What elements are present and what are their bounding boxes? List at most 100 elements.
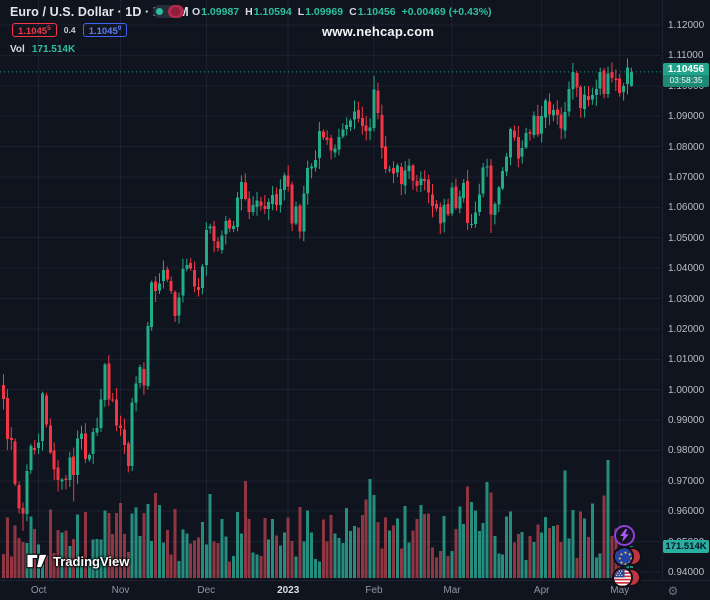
volume-bar — [48, 509, 52, 578]
volume-bar — [470, 502, 473, 578]
volume-bar — [115, 512, 119, 578]
candle-body — [83, 433, 87, 459]
usd-flag-icon — [612, 567, 633, 588]
candle-body — [216, 241, 220, 248]
volume-bar — [232, 556, 236, 578]
volume-bar — [200, 521, 204, 578]
volume-bar — [610, 536, 614, 578]
volume-bar — [310, 532, 314, 578]
time-tick-label: May — [610, 585, 630, 596]
price-axis[interactable]: 1.120001.110001.100001.090001.080001.070… — [662, 0, 710, 580]
open-label: O — [192, 5, 201, 18]
candle-body — [579, 86, 583, 108]
volume-bar — [228, 561, 232, 578]
volume-bar — [579, 511, 583, 578]
volume-bar — [473, 510, 477, 578]
candle-body — [263, 206, 267, 210]
volume-bar — [399, 548, 403, 578]
candle-body — [111, 399, 115, 401]
open-value: 1.09987 — [201, 5, 240, 18]
candle-body — [427, 179, 431, 193]
candle-body — [353, 111, 356, 120]
candle-body — [419, 178, 423, 185]
candle-body — [431, 194, 434, 206]
symbol-title[interactable]: Euro / U.S. Dollar · 1D · FXCM — [10, 4, 189, 19]
candle-body — [126, 443, 130, 466]
volume-bar — [583, 518, 587, 578]
volume-bar — [575, 557, 579, 578]
series-visibility-toggle[interactable] — [153, 5, 184, 18]
volume-bar — [501, 554, 505, 578]
volume-bar — [602, 495, 606, 578]
candle-body — [520, 147, 524, 157]
volume-bar — [251, 552, 255, 578]
axis-settings-gear-icon[interactable]: ⚙ — [667, 584, 679, 598]
candle-body — [13, 441, 17, 484]
volume-bar — [516, 533, 520, 578]
price-tick-label: 1.11000 — [668, 50, 704, 62]
volume-bar — [466, 486, 470, 578]
time-axis[interactable]: ⚙ Oct Nov Dec 2023 Feb Mar Apr May — [0, 580, 710, 600]
volume-bar — [341, 542, 345, 578]
volume-bar — [126, 551, 130, 578]
volume-bar — [239, 533, 243, 578]
volume-bar — [536, 524, 540, 578]
toggle-green-dot-icon — [156, 8, 163, 15]
volume-bar — [146, 503, 150, 578]
candle-body — [392, 167, 395, 174]
candle-body — [9, 438, 13, 440]
volume-bar — [220, 519, 224, 578]
candle-body — [271, 195, 275, 205]
buy-button[interactable]: 1.10459 — [82, 23, 128, 37]
volume-bar — [587, 536, 590, 578]
candle-body — [21, 507, 25, 514]
volume-bar — [243, 480, 247, 578]
volume-bar — [606, 460, 610, 578]
candle-body — [376, 90, 380, 114]
candle-body — [181, 269, 185, 296]
candle-body — [567, 88, 571, 112]
candle-body — [544, 100, 548, 118]
candle-body — [345, 124, 349, 130]
volume-bar — [212, 541, 216, 578]
candle-body — [200, 266, 204, 289]
candle-body — [407, 165, 411, 171]
candle-body — [189, 263, 193, 269]
candle-body — [204, 230, 208, 265]
volume-bar — [559, 542, 563, 578]
volume-bar — [524, 560, 528, 578]
candle-body — [243, 182, 247, 199]
volume-bar — [505, 516, 509, 578]
candle-body — [130, 402, 134, 467]
tradingview-logo[interactable]: TradingView — [26, 553, 129, 569]
candle-body — [349, 120, 353, 127]
volume-bar — [497, 553, 501, 578]
candle-body — [497, 187, 501, 205]
volume-bar — [528, 536, 532, 578]
volume-bar — [255, 554, 259, 578]
candle-body — [333, 148, 337, 153]
volume-bar — [360, 514, 364, 578]
volume-bar — [173, 508, 177, 578]
volume-bar — [489, 492, 493, 578]
price-tick-label: 1.04000 — [668, 263, 705, 275]
sell-button[interactable]: 1.10455 — [12, 23, 57, 37]
low-label: L — [297, 5, 305, 18]
volume-bar — [290, 540, 294, 578]
volume-bar — [44, 555, 48, 578]
volume-bar — [150, 541, 154, 578]
candle-body — [138, 367, 142, 383]
candle-body — [321, 131, 325, 138]
candle-body — [41, 393, 44, 441]
volume-bar — [598, 553, 602, 578]
volume-bar — [446, 555, 450, 578]
candle-body — [442, 204, 446, 223]
candle-body — [5, 398, 9, 440]
candle-body — [532, 115, 536, 135]
candle-body — [68, 457, 72, 481]
volume-bar — [368, 479, 372, 578]
candle-body — [64, 478, 68, 481]
price-tick-label: 1.03000 — [668, 293, 705, 305]
candle-body — [251, 205, 255, 212]
